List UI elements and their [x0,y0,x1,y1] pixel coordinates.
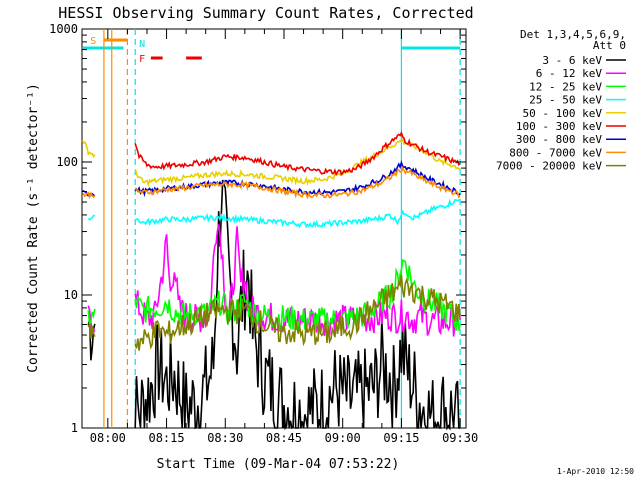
chart-title: HESSI Observing Summary Count Rates, Cor… [58,4,473,22]
legend-entry-label: 7000 - 20000 keV [496,160,602,173]
x-tick-label: 09:00 [325,431,361,445]
y-tick-label: 10 [64,288,78,302]
x-tick-label: 08:00 [90,431,126,445]
x-tick-label: 09:30 [442,431,478,445]
legend-entry-label: 300 - 800 keV [516,133,602,146]
footer-timestamp: 1-Apr-2010 12:50 [557,467,634,476]
legend-entry-label: 6 - 12 keV [536,67,603,80]
flag-bars: S NF [83,36,461,65]
legend-header-line2: Att 0 [593,39,626,52]
time-markers [103,29,461,428]
legend-entry-label: 100 - 300 keV [516,120,602,133]
legend-entry-label: 800 - 7000 keV [509,146,602,159]
x-tick-label: 08:45 [266,431,302,445]
series-line-800-7000-kev [82,165,461,200]
y-tick-label: 1 [71,421,78,435]
flag-label-s: S [90,36,96,47]
series-line-6-12-kev [87,224,461,337]
legend-entry-label: 50 - 100 keV [523,107,603,120]
flag-label-n: N [139,39,145,50]
x-tick-label: 09:15 [383,431,419,445]
flag-label-f: F [139,54,145,65]
series-line-7000-20000-kev [87,274,461,351]
y-tick-label: 100 [56,155,78,169]
series-line-100-300-kev [134,130,461,177]
axes: 08:00 08:15 08:30 08:45 09:00 09:15 09:30 1 10 10… [49,22,478,445]
legend-entry-label: 25 - 50 keV [529,94,602,107]
y-axis-label: Corrected Count Rate (s⁻¹ detector⁻¹) [26,83,41,373]
x-axis-label: Start Time (09-Mar-04 07:53:22) [157,457,400,472]
legend-entry-label: 12 - 25 keV [529,80,602,93]
legend-entry-label: 3 - 6 keV [542,54,602,67]
series-line-25-50-kev [87,198,461,229]
x-tick-label: 08:30 [207,431,243,445]
y-tick-label: 1000 [49,22,78,36]
series-layer [81,130,461,431]
legend-header-line1: Det 1,3,4,5,6,9, [520,28,626,41]
x-tick-label: 08:15 [148,431,184,445]
